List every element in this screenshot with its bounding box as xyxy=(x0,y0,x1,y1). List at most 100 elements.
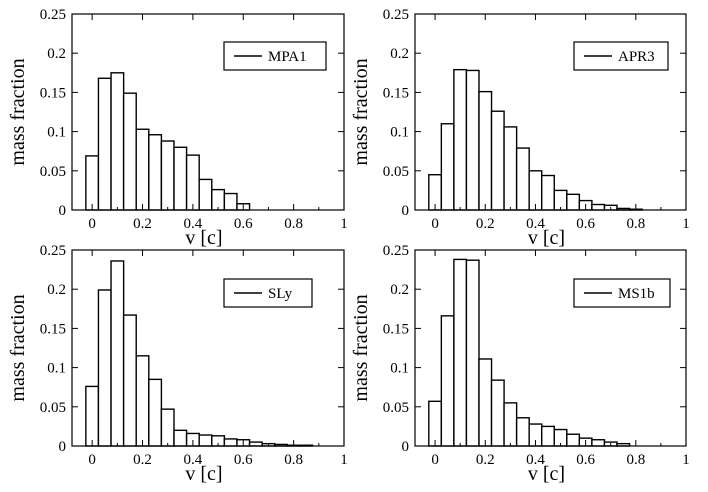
histogram-bar xyxy=(541,425,555,447)
histogram-bar xyxy=(453,68,468,211)
x-axis-label: v [c] xyxy=(185,463,222,485)
y-tick-label: 0 xyxy=(59,439,67,455)
x-tick-label: 0.6 xyxy=(234,452,253,468)
histogram-bar xyxy=(122,92,137,211)
y-tick-label: 0.05 xyxy=(40,164,66,180)
histogram-bar xyxy=(198,178,213,211)
plot-frame xyxy=(414,13,687,211)
histogram-bar xyxy=(85,385,100,447)
histogram-bar xyxy=(135,355,150,447)
legend: MS1b xyxy=(573,278,671,308)
histogram-bar xyxy=(97,77,112,211)
y-tick-label: 0.2 xyxy=(47,46,66,62)
y-tick-label: 0.05 xyxy=(383,400,409,416)
histogram-bar xyxy=(428,400,443,447)
histogram-bar xyxy=(465,69,480,211)
legend: APR3 xyxy=(573,41,669,71)
histogram-bar xyxy=(173,429,188,447)
x-tick-label: 1 xyxy=(340,452,348,468)
histogram-bar xyxy=(453,258,468,447)
x-tick-label: 0.6 xyxy=(234,216,253,232)
histogram-bar xyxy=(503,402,518,447)
x-tick-label: 0 xyxy=(88,216,96,232)
histogram-bar xyxy=(223,438,238,447)
histogram-bar xyxy=(440,315,455,447)
chart-panel-sly: 0 0.2 0.4 0.6 0.8 1 0 0.05 0.1 0.15 0.2 0.25 v [c] ma… xyxy=(7,243,348,485)
y-tick-label: 0.15 xyxy=(40,85,66,101)
histogram-bar xyxy=(148,134,163,211)
y-tick-label: 0.1 xyxy=(390,361,409,377)
y-tick-label: 0.05 xyxy=(40,400,66,416)
x-tick-label: 0.8 xyxy=(626,216,645,232)
histogram-bar xyxy=(185,154,200,211)
y-axis-label: mass fraction xyxy=(350,294,372,401)
y-tick-label: 0.1 xyxy=(47,361,66,377)
histogram-bar xyxy=(566,433,581,447)
histogram-bar xyxy=(478,358,493,447)
histogram-bar xyxy=(135,128,150,211)
y-tick-label: 0.15 xyxy=(383,85,409,101)
y-tick-label: 0.2 xyxy=(390,282,409,298)
histogram-bar xyxy=(148,378,163,447)
histogram-bar xyxy=(465,259,480,447)
y-tick-label: 0 xyxy=(59,203,67,219)
x-axis-label: v [c] xyxy=(185,227,222,249)
legend-label: SLy xyxy=(268,286,293,302)
y-tick-label: 0.25 xyxy=(383,7,409,23)
x-tick-label: 0 xyxy=(431,216,439,232)
y-tick-label: 0.25 xyxy=(40,7,66,23)
histogram-bar xyxy=(591,439,606,447)
chart-panel-mpa1: 0 0.2 0.4 0.6 0.8 1 0 0.05 0.1 0.15 0.2 0.25 v [c] ma… xyxy=(7,7,348,249)
histogram-bar xyxy=(490,110,505,211)
x-tick-label: 0.4 xyxy=(526,452,545,468)
histogram-bar xyxy=(478,90,493,211)
x-tick-label: 0.8 xyxy=(284,216,303,232)
y-tick-label: 0.2 xyxy=(47,282,66,298)
histogram-bar xyxy=(541,174,555,211)
histogram-bar xyxy=(160,140,175,211)
histogram-bar xyxy=(173,146,188,211)
histogram-bar xyxy=(591,203,606,211)
legend-box xyxy=(223,41,327,71)
x-axis-label: v [c] xyxy=(528,463,565,485)
histogram-bar xyxy=(97,289,112,447)
y-tick-label: 0 xyxy=(402,203,410,219)
legend-label: MPA1 xyxy=(268,49,307,65)
x-tick-label: 0.6 xyxy=(576,216,595,232)
histogram-bar xyxy=(110,260,125,447)
plot-frame xyxy=(71,13,345,211)
x-tick-label: 0.2 xyxy=(476,216,495,232)
y-tick-label: 0.05 xyxy=(383,164,409,180)
legend-label: APR3 xyxy=(618,49,655,65)
y-tick-label: 0 xyxy=(402,439,410,455)
histogram-bar xyxy=(160,408,175,447)
x-tick-label: 0.6 xyxy=(576,452,595,468)
chart-panel-ms1b: 0 0.2 0.4 0.6 0.8 1 0 0.05 0.1 0.15 0.2 0.25 v [c] ma… xyxy=(350,243,690,485)
histogram-bar xyxy=(110,72,125,211)
legend: SLy xyxy=(223,278,313,308)
x-tick-label: 0.4 xyxy=(184,452,203,468)
histogram-bar xyxy=(566,193,581,211)
x-tick-label: 0.8 xyxy=(284,452,303,468)
y-tick-label: 0.25 xyxy=(40,243,66,259)
legend: MPA1 xyxy=(223,41,327,71)
plot-frame xyxy=(71,249,345,447)
y-axis-label: mass fraction xyxy=(7,58,29,165)
histogram-bar xyxy=(503,126,518,211)
histogram-bar xyxy=(211,188,226,211)
y-axis-label: mass fraction xyxy=(7,294,29,401)
plot-frame xyxy=(414,249,687,447)
x-tick-label: 1 xyxy=(682,216,690,232)
x-tick-label: 0.2 xyxy=(133,216,152,232)
y-tick-label: 0.25 xyxy=(383,243,409,259)
histogram-bar xyxy=(122,314,137,447)
y-tick-label: 0.15 xyxy=(40,321,66,337)
x-tick-label: 0.4 xyxy=(184,216,203,232)
histogram-bar xyxy=(223,192,238,211)
histogram-bar xyxy=(515,147,530,211)
x-axis-label: v [c] xyxy=(528,227,565,249)
y-tick-label: 0.1 xyxy=(390,125,409,141)
histogram-bar xyxy=(440,123,455,211)
histogram-bar xyxy=(85,155,100,211)
